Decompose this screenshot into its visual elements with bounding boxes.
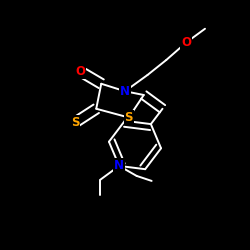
Text: O: O (75, 65, 85, 78)
Text: S: S (124, 111, 133, 124)
Text: N: N (114, 160, 124, 172)
Text: O: O (181, 36, 191, 49)
Text: S: S (71, 116, 79, 129)
Text: N: N (120, 85, 130, 98)
